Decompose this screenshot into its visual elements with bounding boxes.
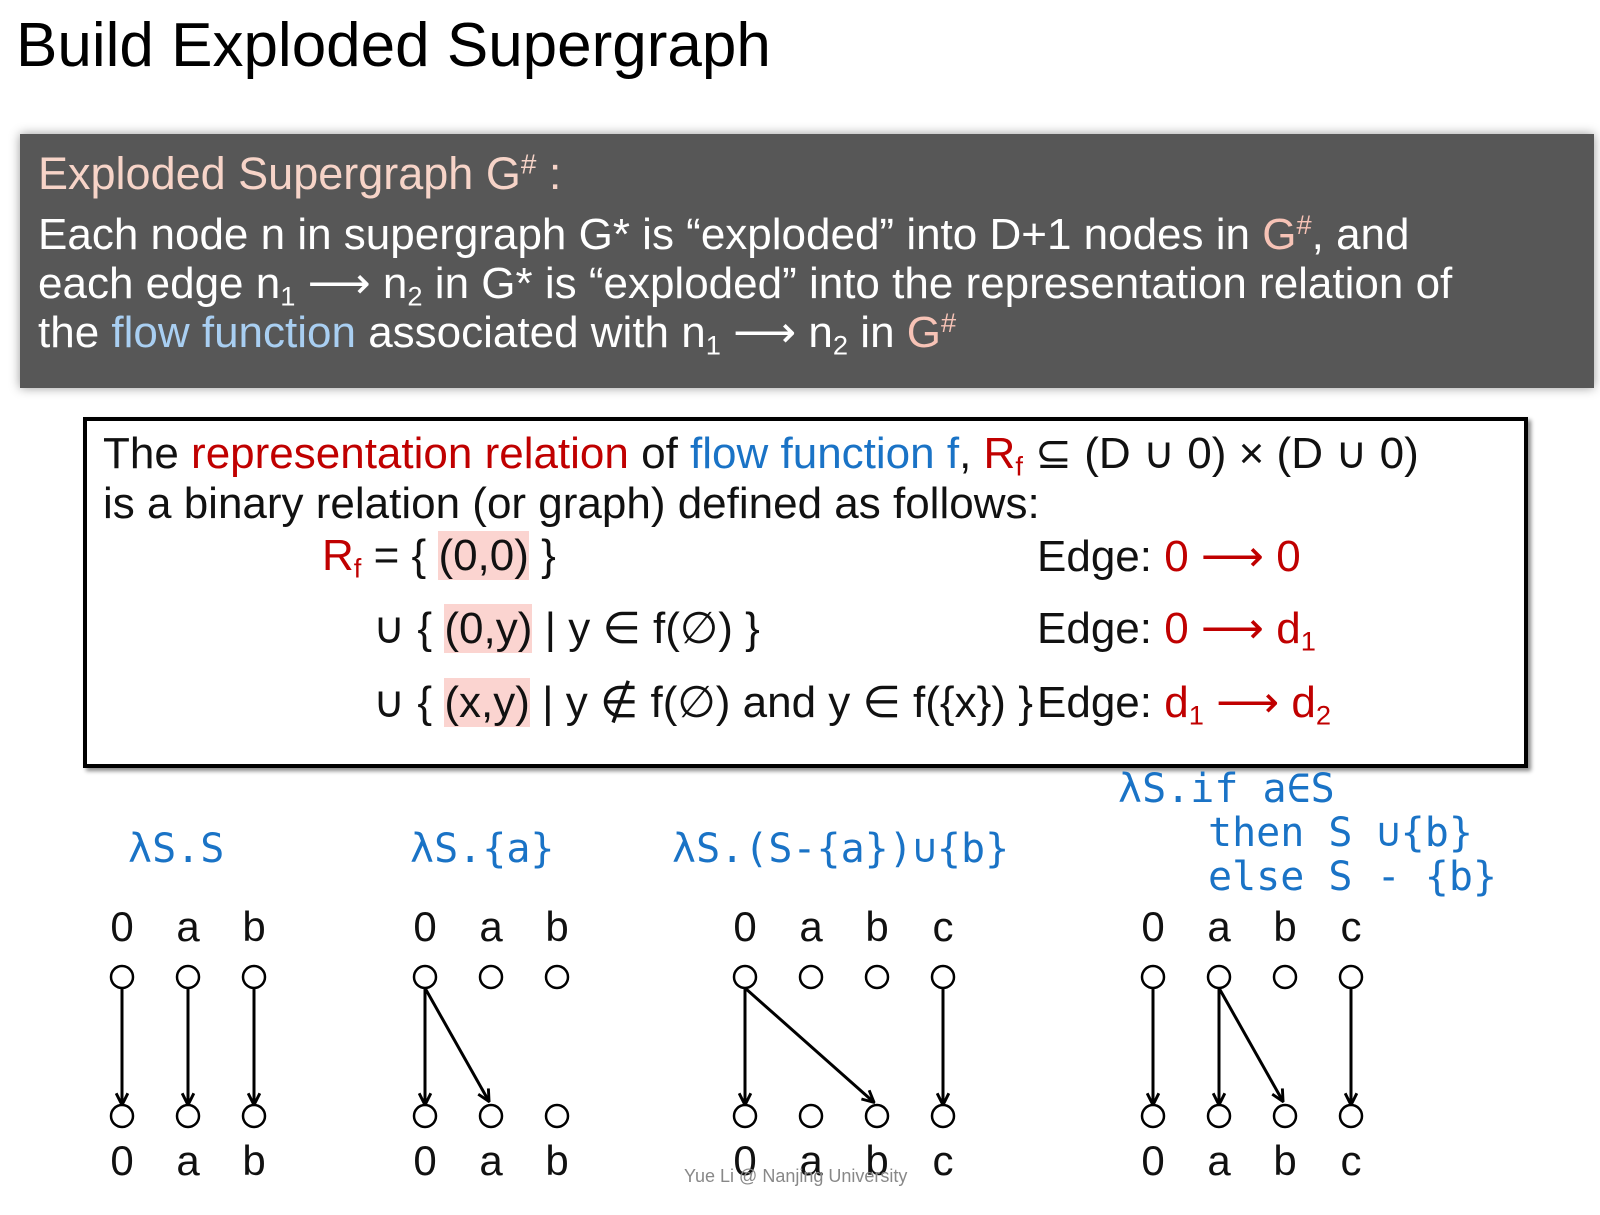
definition-box: Exploded Supergraph G# : Each node n in …	[20, 134, 1594, 388]
bottom-node-g3-0	[732, 1103, 758, 1129]
lambda-conditional-2: then S ∪{b}	[1208, 810, 1473, 856]
g-sharp-ref: G#	[1262, 209, 1312, 259]
relation-row-3: ∪ { (x,y) | y ∉ f(∅) and y ∈ f({x}) }	[373, 678, 1033, 727]
top-node-g2-0	[412, 964, 438, 990]
bottom-node-g4-0	[1140, 1103, 1166, 1129]
top-node-g1-a	[175, 964, 201, 990]
top-node-label-g3-0: 0	[733, 903, 757, 950]
bottom-node-g1-b	[241, 1103, 267, 1129]
bottom-node-label-g4-b: b	[1273, 1137, 1297, 1184]
definition-heading: Exploded Supergraph G# :	[38, 148, 562, 199]
lambda-identity: λS.S	[128, 826, 225, 872]
bottom-node-g4-b	[1272, 1103, 1298, 1129]
top-node-g4-a	[1206, 964, 1232, 990]
top-node-g3-0	[732, 964, 758, 990]
top-node-g4-c	[1338, 964, 1364, 990]
relation-row-2: ∪ { (0,y) | y ∈ f(∅) }	[373, 604, 760, 653]
top-node-g2-a	[478, 964, 504, 990]
top-node-g4-0	[1140, 964, 1166, 990]
bottom-node-label-g4-c: c	[1340, 1137, 1362, 1184]
bottom-node-label-g1-0: 0	[110, 1137, 134, 1184]
top-node-g2-b	[544, 964, 570, 990]
lambda-conditional-1: λS.if a∈S	[1118, 766, 1335, 812]
top-node-g3-c	[930, 964, 956, 990]
lambda-gen-kill: λS.(S-{a})∪{b}	[672, 826, 1010, 872]
top-node-label-g4-0: 0	[1141, 903, 1165, 950]
top-node-g1-b	[241, 964, 267, 990]
bottom-node-g2-a	[478, 1103, 504, 1129]
edge-g2-0-to-a	[423, 987, 489, 1102]
slide-title: Build Exploded Supergraph	[16, 11, 771, 80]
top-node-label-g1-b: b	[242, 903, 266, 950]
top-node-label-g3-a: a	[799, 903, 823, 950]
bottom-node-g3-a	[798, 1103, 824, 1129]
top-node-label-g4-a: a	[1207, 903, 1231, 950]
bottom-node-label-g1-a: a	[176, 1137, 200, 1184]
edge-label-3: Edge: d1 ⟶ d2	[1037, 678, 1332, 731]
bottom-node-label-g4-a: a	[1207, 1137, 1231, 1184]
edge-g4-a-to-b	[1217, 987, 1283, 1102]
edge-label-1: Edge: 0 ⟶ 0	[1037, 532, 1301, 581]
edge-g3-0-to-b	[744, 986, 874, 1102]
bottom-node-label-g3-c: c	[932, 1137, 954, 1184]
top-node-label-g3-c: c	[932, 903, 954, 950]
bottom-node-label-g3-0: 0	[733, 1137, 757, 1184]
top-node-g1-0	[109, 964, 135, 990]
bottom-node-g4-c	[1338, 1103, 1364, 1129]
top-node-label-g1-a: a	[176, 903, 200, 950]
bottom-node-label-g2-b: b	[545, 1137, 569, 1184]
bottom-node-g1-0	[109, 1103, 135, 1129]
bottom-node-label-g3-b: b	[865, 1137, 889, 1184]
relation-intro: The representation relation of flow func…	[103, 429, 1419, 528]
bottom-node-g2-0	[412, 1103, 438, 1129]
bottom-node-label-g3-a: a	[799, 1137, 823, 1184]
flow-function-term: flow function	[111, 308, 356, 357]
bottom-node-label-g4-0: 0	[1141, 1137, 1165, 1184]
top-node-g3-a	[798, 964, 824, 990]
top-node-label-g4-c: c	[1340, 903, 1362, 950]
top-node-label-g2-0: 0	[413, 903, 437, 950]
bottom-node-label-g1-b: b	[242, 1137, 266, 1184]
footer-credit: Yue Li @ Nanjing University	[684, 1166, 908, 1186]
lambda-conditional-3: else S - {b}	[1208, 854, 1497, 900]
bottom-node-g2-b	[544, 1103, 570, 1129]
top-node-label-g2-a: a	[479, 903, 503, 950]
top-node-label-g2-b: b	[545, 903, 569, 950]
lambda-const-a: λS.{a}	[410, 826, 555, 872]
bottom-node-g1-a	[175, 1103, 201, 1129]
top-node-g3-b	[864, 964, 890, 990]
bottom-node-g3-c	[930, 1103, 956, 1129]
top-node-g4-b	[1272, 964, 1298, 990]
top-node-label-g1-0: 0	[110, 903, 134, 950]
bottom-node-g4-a	[1206, 1103, 1232, 1129]
bottom-node-g3-b	[864, 1103, 890, 1129]
relation-row-1: Rf = { (0,0) }	[322, 531, 556, 584]
bottom-node-label-g2-0: 0	[413, 1137, 437, 1184]
edge-label-2: Edge: 0 ⟶ d1	[1037, 604, 1316, 657]
representation-relation-box: The representation relation of flow func…	[83, 417, 1528, 768]
top-node-label-g3-b: b	[865, 903, 889, 950]
top-node-label-g4-b: b	[1273, 903, 1297, 950]
bottom-node-label-g2-a: a	[479, 1137, 503, 1184]
definition-body: Each node n in supergraph G* is “explode…	[38, 209, 1453, 361]
